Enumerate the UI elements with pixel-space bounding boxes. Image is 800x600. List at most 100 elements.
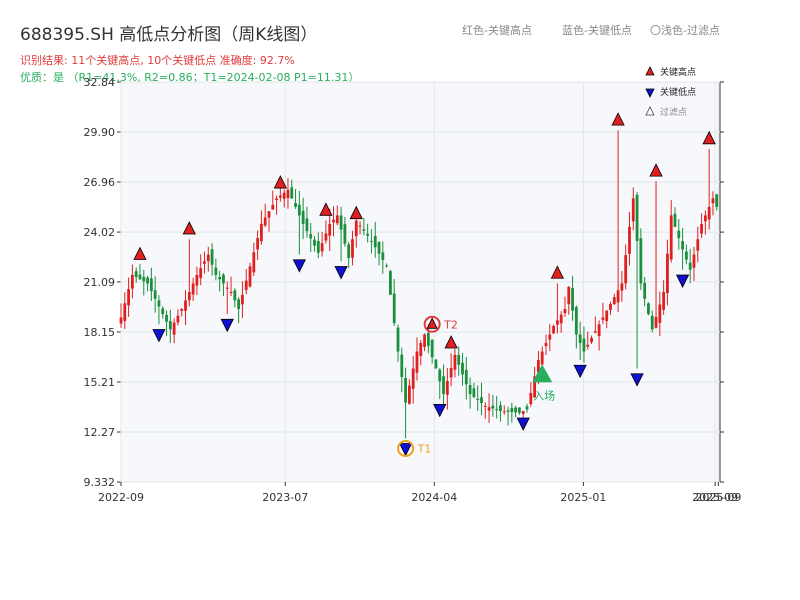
candle-body (502, 411, 506, 413)
candle-body (222, 274, 225, 284)
candle-body (548, 334, 552, 340)
key-high-marker (182, 221, 196, 235)
x-tick-label: 2024-04 (411, 491, 457, 504)
candle-body (294, 203, 297, 207)
t2-label: T2 (443, 318, 458, 331)
candle-body (555, 320, 559, 325)
candle-body (487, 407, 491, 411)
x-tick-label: 2022-09 (98, 491, 144, 504)
candle-body (411, 368, 415, 389)
candle-body (506, 410, 510, 412)
candle-body (203, 261, 206, 264)
candle-body (176, 315, 180, 323)
candle-body (123, 303, 127, 321)
entry-marker (532, 364, 553, 383)
y-tick-label: 15.21 (84, 376, 116, 389)
legend-red-key-high: 红色-关键高点 (462, 24, 532, 37)
y-tick-label: 24.02 (84, 226, 116, 239)
candle-body (332, 219, 335, 223)
candle-body (662, 291, 666, 310)
candle-body (442, 376, 445, 395)
candle-body (184, 300, 187, 311)
candle-body (248, 266, 252, 287)
candle-body (180, 308, 184, 311)
candle-body (461, 362, 464, 375)
legend-blue-key-low: 蓝色-关键低点 (562, 24, 632, 37)
candle-body (252, 252, 256, 273)
candle-body (370, 240, 373, 242)
candle-body (146, 277, 149, 284)
candle-body (601, 317, 605, 320)
candle-body (521, 411, 525, 415)
key-low-marker (516, 417, 530, 431)
legend-label: 关键高点 (660, 66, 696, 78)
candle-body (464, 369, 468, 385)
candle-body (149, 278, 153, 292)
candle-body (624, 255, 628, 284)
key-high-marker (649, 163, 663, 177)
candle-body (305, 218, 309, 232)
candle-body (620, 283, 624, 291)
candle-body (199, 268, 203, 279)
legend-key-low-icon (645, 88, 655, 98)
quality-line: 优质：是 （R1=41.3%, R2=0.86；T1=2024-02-08 P1… (20, 71, 360, 84)
candle-body (537, 360, 540, 373)
entry-label: 入场 (533, 388, 555, 402)
candle-body (677, 230, 681, 239)
chart-title: 688395.SH 高低点分析图（周K线图） (20, 25, 318, 45)
key-high-marker (550, 265, 565, 279)
candle-body (237, 299, 241, 309)
y-tick-label: 29.90 (84, 126, 116, 139)
candle-body (206, 254, 210, 262)
candle-body (514, 407, 518, 413)
candle-body (210, 249, 214, 265)
candle-body (263, 217, 267, 226)
key-low-marker (152, 329, 166, 343)
candle-body (309, 234, 313, 239)
legend-key-high-icon (645, 66, 655, 76)
candle-body (491, 405, 495, 409)
candle-body (351, 239, 354, 258)
candle-body (392, 293, 396, 324)
key-low-marker (398, 443, 413, 457)
candle-body (259, 223, 263, 242)
candle-body (453, 354, 457, 370)
t2-marker (426, 317, 438, 329)
candle-body (358, 225, 362, 227)
candle-body (457, 354, 461, 365)
y-tick-label: 26.96 (84, 176, 116, 189)
legend-filtered-icon (645, 106, 655, 116)
candle-body (297, 204, 301, 216)
candle-body (172, 322, 176, 335)
candle-body (605, 310, 609, 322)
candle-body (286, 189, 290, 199)
candle-body (407, 385, 411, 404)
candle-body (650, 315, 654, 330)
legend-label: 关键低点 (660, 86, 696, 98)
candle-body (373, 235, 377, 248)
y-tick-label: 21.09 (84, 276, 116, 289)
y-tick-label: 12.27 (84, 426, 116, 439)
x-tick-label: 2025-09 (695, 491, 741, 504)
candle-body (400, 354, 404, 378)
candle-body (385, 265, 389, 267)
candle-body (377, 241, 381, 254)
candle-body (165, 314, 168, 322)
candle-body (480, 397, 483, 403)
candle-body (707, 206, 711, 220)
key-low-marker (675, 274, 690, 288)
legend-label: 过滤点 (660, 106, 687, 118)
candle-body (195, 274, 199, 286)
candle-body (590, 337, 593, 343)
candle-body (533, 376, 537, 398)
key-low-marker (220, 318, 234, 333)
candle-body (157, 300, 161, 307)
key-high-marker (444, 335, 458, 349)
y-tick-label: 32.84 (84, 76, 116, 89)
candle-body (362, 229, 366, 231)
candle-body (423, 334, 426, 347)
t1-circle (397, 440, 415, 458)
candle-body (518, 407, 521, 413)
